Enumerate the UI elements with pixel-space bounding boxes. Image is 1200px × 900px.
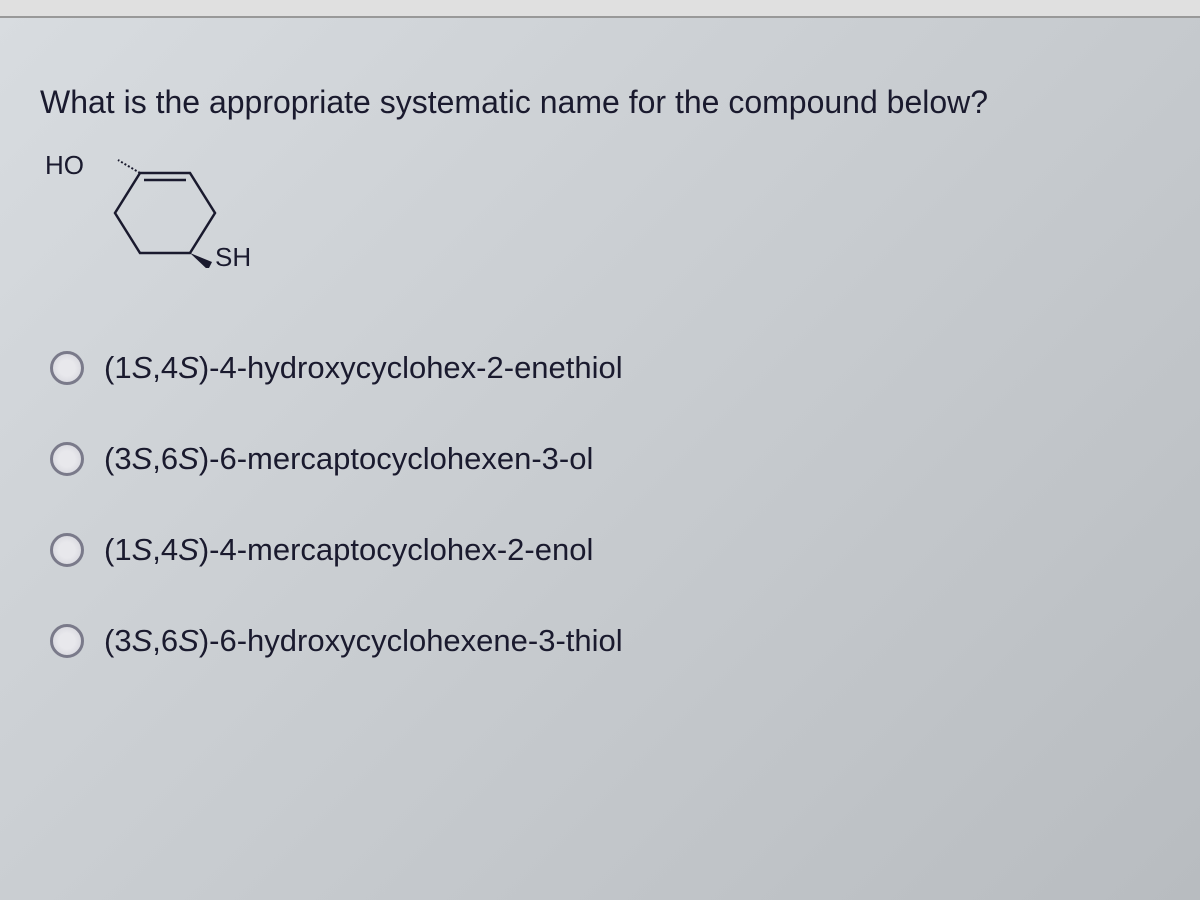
opt4-s1: S bbox=[132, 623, 153, 658]
option-2[interactable]: (3S,6S)-6-mercaptocyclohexen-3-ol bbox=[50, 441, 1160, 477]
window-top-border bbox=[0, 0, 1200, 18]
option-3[interactable]: (1S,4S)-4-mercaptocyclohex-2-enol bbox=[50, 532, 1160, 568]
opt3-s1: S bbox=[132, 532, 153, 567]
cyclohexene-ring-icon bbox=[110, 158, 220, 268]
opt3-mid: ,4 bbox=[152, 532, 178, 567]
option-4-text: (3S,6S)-6-hydroxycyclohexene-3-thiol bbox=[104, 623, 623, 659]
opt2-s2: S bbox=[178, 441, 199, 476]
radio-button-4[interactable] bbox=[50, 624, 84, 658]
opt1-mid: ,4 bbox=[152, 350, 178, 385]
opt2-suffix: )-6-mercaptocyclohexen-3-ol bbox=[199, 441, 594, 476]
opt2-prefix: (3 bbox=[104, 441, 132, 476]
option-1[interactable]: (1S,4S)-4-hydroxycyclohex-2-enethiol bbox=[50, 350, 1160, 386]
opt1-s1: S bbox=[132, 350, 153, 385]
option-3-text: (1S,4S)-4-mercaptocyclohex-2-enol bbox=[104, 532, 593, 568]
opt2-mid: ,6 bbox=[152, 441, 178, 476]
opt4-suffix: )-6-hydroxycyclohexene-3-thiol bbox=[199, 623, 623, 658]
option-2-text: (3S,6S)-6-mercaptocyclohexen-3-ol bbox=[104, 441, 593, 477]
opt4-prefix: (3 bbox=[104, 623, 132, 658]
opt1-prefix: (1 bbox=[104, 350, 132, 385]
answer-options: (1S,4S)-4-hydroxycyclohex-2-enethiol (3S… bbox=[50, 350, 1160, 659]
radio-button-3[interactable] bbox=[50, 533, 84, 567]
opt1-s2: S bbox=[178, 350, 199, 385]
chemical-structure: HO SH bbox=[45, 150, 1160, 290]
radio-button-2[interactable] bbox=[50, 442, 84, 476]
quiz-content: What is the appropriate systematic name … bbox=[40, 80, 1160, 659]
question-text: What is the appropriate systematic name … bbox=[40, 80, 1160, 125]
opt2-s1: S bbox=[132, 441, 153, 476]
opt4-mid: ,6 bbox=[152, 623, 178, 658]
option-1-text: (1S,4S)-4-hydroxycyclohex-2-enethiol bbox=[104, 350, 623, 386]
ho-substituent-label: HO bbox=[45, 150, 84, 181]
option-4[interactable]: (3S,6S)-6-hydroxycyclohexene-3-thiol bbox=[50, 623, 1160, 659]
sh-substituent-label: SH bbox=[215, 242, 251, 273]
opt3-prefix: (1 bbox=[104, 532, 132, 567]
radio-button-1[interactable] bbox=[50, 351, 84, 385]
opt3-s2: S bbox=[178, 532, 199, 567]
opt3-suffix: )-4-mercaptocyclohex-2-enol bbox=[199, 532, 594, 567]
opt1-suffix: )-4-hydroxycyclohex-2-enethiol bbox=[199, 350, 623, 385]
opt4-s2: S bbox=[178, 623, 199, 658]
